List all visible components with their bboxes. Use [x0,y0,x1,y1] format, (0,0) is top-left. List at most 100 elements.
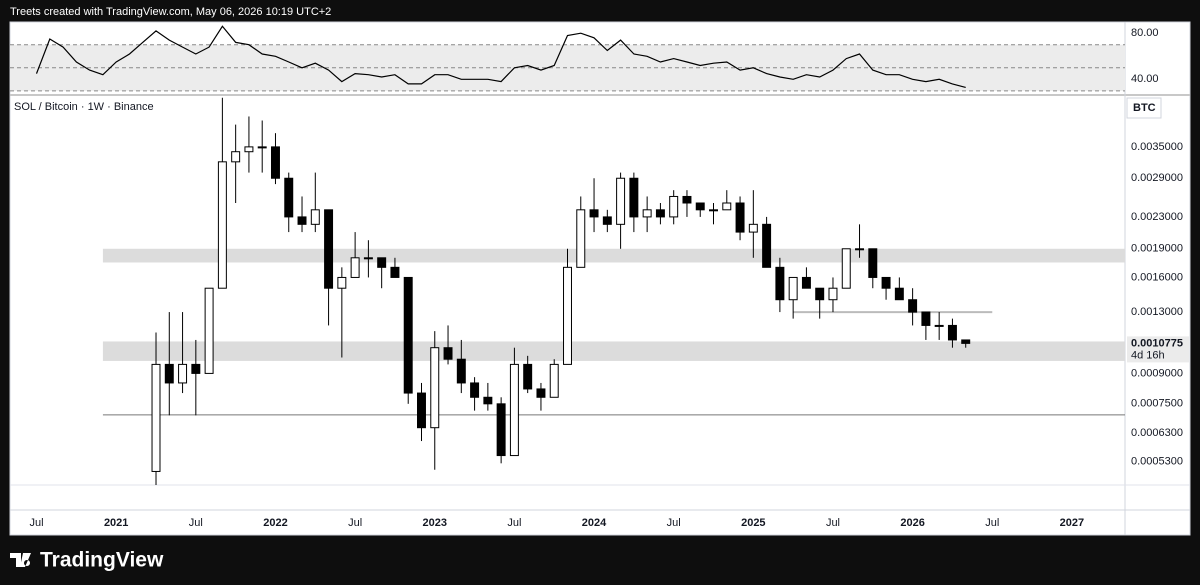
y-tick-label: 0.0013000 [1131,306,1183,318]
zone [102,248,1125,263]
candle-body [363,257,373,260]
candle-body [735,202,745,233]
countdown: 4d 16h [1131,349,1165,361]
candle-body [151,363,161,472]
zone [102,341,1125,361]
y-tick-label: 0.0029000 [1131,172,1183,184]
chart-frame [9,21,1191,536]
last-price-box [1127,336,1189,363]
x-tick-label: Jul [348,517,362,529]
candle-body [669,195,679,218]
candle-body [470,382,480,398]
candle-body [788,276,798,301]
candle-body [443,347,453,360]
candle-body [270,146,280,179]
axes: 80.00 40.00 0.0035000 0.0029000 0.0023000 0.0… [30,27,1189,529]
y-tick-label: 0.0019000 [1131,243,1183,255]
y-tick-label: 0.0006300 [1131,427,1183,439]
rsi-line [35,25,966,88]
chart-title: SOL / Bitcoin · 1W · Binance [14,101,154,113]
candle-body [695,202,705,211]
candle-body [257,146,267,149]
candle-body [722,202,732,211]
candle-body [164,363,174,384]
x-tick-label: 2022 [263,517,287,529]
candle-body [430,347,440,429]
candle-body [337,276,347,289]
x-tick-label: 2021 [104,517,128,529]
candle-body [881,276,891,289]
candle-body [762,223,772,268]
candle-body [417,392,426,429]
candle-body [908,299,918,313]
candle-body [204,287,214,374]
candle-body [815,287,825,301]
candle-body [828,287,838,301]
y-tick-label: 0.0009000 [1131,367,1183,379]
candle-body [801,276,811,289]
x-tick-label: 2026 [900,517,924,529]
candle-body [244,146,254,153]
candle-body [310,209,320,225]
candle-body [961,339,971,344]
candle-body [191,363,201,374]
x-tick-label: 2023 [423,517,447,529]
candle-body [868,248,878,278]
candle-body [523,363,533,390]
candle-body [217,161,227,289]
candle-body [536,388,546,398]
candle-body [178,363,188,384]
candle-body [509,363,519,457]
x-tick-label: 2025 [741,517,765,529]
candle-body [350,257,360,278]
candle-body [921,311,931,326]
candle-body [855,248,865,251]
x-tick-label: Jul [985,517,999,529]
candle-body [377,257,387,268]
candle-body [602,216,612,225]
candle-body [748,223,758,233]
candle-body [629,177,639,218]
candle-body [563,266,572,365]
candle-body [483,396,493,405]
candle-body [682,195,692,204]
candle-body [616,177,626,225]
candle-body [709,209,718,212]
unit-box [1126,97,1162,119]
y-axis-label: BTC [1133,102,1156,114]
brand: TradingView [40,549,164,572]
x-tick-label: Jul [189,517,203,529]
last-price: 0.0010775 [1131,337,1183,349]
x-tick-label: Jul [507,517,521,529]
candle-body [655,209,665,218]
x-tick-label: Jul [667,517,681,529]
rsi-tick-label: 40.00 [1131,73,1159,85]
candle-body [841,248,851,289]
x-tick-label: Jul [826,517,840,529]
rsi-pane [10,25,1125,92]
y-tick-label: 0.0005300 [1131,456,1183,468]
y-tick-label: 0.0016000 [1131,271,1183,283]
candle-body [496,403,506,457]
y-tick-label: 0.0023000 [1131,211,1183,223]
candle-body [934,324,944,327]
rsi-tick-label: 80.00 [1131,27,1159,39]
candle-body [775,266,785,301]
price-pane [102,97,1125,485]
candle-body [284,177,294,218]
candle-body [390,266,400,278]
y-tick-label: 0.0035000 [1131,141,1183,153]
candle-body [642,209,652,218]
y-tick-label: 0.0007500 [1131,398,1183,410]
candle-body [324,209,334,289]
candle-body [947,324,957,341]
x-tick-label: 2027 [1060,517,1084,529]
candle-body [589,209,599,218]
candle-body [297,216,307,225]
candle-body [894,287,904,301]
candle-body [456,358,466,384]
x-tick-label: 2024 [582,517,607,529]
candle-body [549,363,559,398]
tradingview-logo [10,553,31,567]
